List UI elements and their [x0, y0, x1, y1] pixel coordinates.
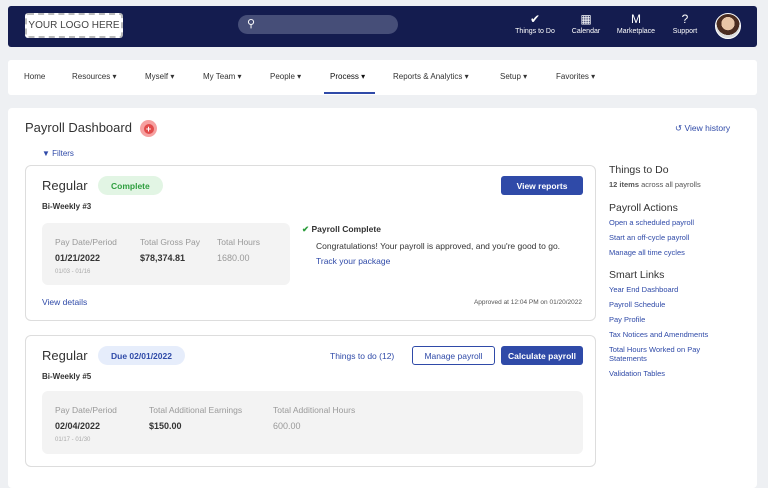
- payroll-card-complete: Regular Complete View reports Bi-Weekly …: [25, 165, 596, 321]
- field-value: $78,374.81: [140, 253, 186, 263]
- open-scheduled-payroll-link[interactable]: Open a scheduled payroll: [609, 218, 695, 227]
- smart-link[interactable]: Total Hours Worked on Pay Statements: [609, 345, 701, 363]
- filters-button[interactable]: ▼ Filters: [42, 149, 74, 158]
- status-text: Congratulations! Your payroll is approve…: [316, 241, 561, 251]
- field-value: $150.00: [149, 421, 182, 431]
- things-to-do-label: Things to Do: [515, 28, 555, 35]
- start-off-cycle-link[interactable]: Start an off-cycle payroll: [609, 233, 690, 242]
- avatar[interactable]: [715, 13, 741, 39]
- active-tab-indicator: [324, 92, 375, 94]
- approved-timestamp: Approved at 12:04 PM on 01/20/2022: [473, 299, 582, 306]
- marketplace-icon: M: [631, 12, 641, 26]
- nav-home[interactable]: Home: [24, 72, 46, 81]
- things-to-do-button[interactable]: ✔ Things to Do: [510, 12, 560, 35]
- field-label: Total Additional Earnings: [149, 405, 243, 415]
- field-value: 600.00: [273, 421, 301, 431]
- calendar-icon: ▦: [580, 12, 592, 26]
- field-label: Total Gross Pay: [140, 237, 200, 247]
- payroll-summary: Pay Date/Period 01/21/2022 01/03 - 01/16 T…: [42, 223, 290, 285]
- nav-myself[interactable]: Myself ▾: [145, 72, 175, 81]
- page-title: Payroll Dashboard: [25, 120, 132, 135]
- check-icon: ✔: [302, 224, 310, 234]
- view-details-link[interactable]: View details: [42, 297, 88, 307]
- nav-favorites[interactable]: Favorites ▾: [556, 72, 596, 81]
- card-title: Regular: [42, 178, 88, 193]
- view-history-link[interactable]: ↺ View history: [675, 123, 730, 134]
- nav-process[interactable]: Process ▾: [330, 72, 366, 81]
- calendar-label: Calendar: [571, 28, 601, 35]
- things-to-do-heading: Things to Do: [609, 164, 669, 176]
- status-badge: Complete: [98, 176, 163, 195]
- view-reports-button[interactable]: View reports: [501, 176, 583, 195]
- field-label: Pay Date/Period: [55, 237, 117, 247]
- sidebar: Things to Do 12 items across all payroll…: [609, 164, 739, 384]
- field-subvalue: 01/03 - 01/16: [55, 269, 91, 275]
- things-count: 12 items: [609, 180, 640, 189]
- field-value: 02/04/2022: [55, 421, 101, 431]
- marketplace-label: Marketplace: [616, 28, 656, 35]
- payroll-summary: Pay Date/Period 02/04/2022 01/17 - 01/30 T…: [42, 391, 583, 454]
- filters-label: Filters: [52, 149, 74, 158]
- nav-resources[interactable]: Resources ▾: [72, 72, 117, 81]
- smart-links-heading: Smart Links: [609, 269, 665, 281]
- field-value: 01/21/2022: [55, 253, 101, 263]
- support-label: Support: [672, 28, 698, 35]
- calendar-button[interactable]: ▦ Calendar: [561, 12, 611, 35]
- filter-icon: ▼: [42, 149, 50, 158]
- nav-setup[interactable]: Setup ▾: [500, 72, 528, 81]
- smart-link[interactable]: Pay Profile: [609, 315, 646, 324]
- payroll-status: ✔ Payroll Complete Congratulations! Your…: [302, 224, 560, 266]
- smart-link[interactable]: Payroll Schedule: [609, 300, 666, 309]
- things-suffix: across all payrolls: [639, 180, 701, 189]
- payroll-actions-heading: Payroll Actions: [609, 202, 678, 214]
- manage-time-cycles-link[interactable]: Manage all time cycles: [609, 248, 685, 257]
- field-label: Total Additional Hours: [273, 405, 356, 415]
- smart-link[interactable]: Year End Dashboard: [609, 285, 679, 294]
- top-header: YOUR LOGO HERE ⚲ ✔ Things to Do ▦ Calendar…: [8, 6, 757, 47]
- add-button[interactable]: +: [140, 120, 157, 137]
- field-value: 1680.00: [217, 253, 250, 263]
- field-subvalue: 01/17 - 01/30: [55, 437, 91, 443]
- things-to-do-icon: ✔: [529, 12, 541, 26]
- search-icon: ⚲: [247, 18, 256, 30]
- view-history-label: View history: [684, 123, 731, 133]
- history-icon: ↺: [675, 123, 683, 133]
- status-title: Payroll Complete: [311, 224, 381, 234]
- marketplace-button[interactable]: M Marketplace: [611, 12, 661, 35]
- smart-link[interactable]: Validation Tables: [609, 369, 666, 378]
- main-nav: Home Resources ▾ Myself ▾ My Team ▾ Peop…: [8, 60, 757, 95]
- smart-link[interactable]: Tax Notices and Amendments: [609, 330, 709, 339]
- field-label: Pay Date/Period: [55, 405, 117, 415]
- things-to-do-link[interactable]: Things to do (12): [330, 351, 395, 361]
- manage-payroll-button[interactable]: Manage payroll: [412, 346, 495, 365]
- nav-people[interactable]: People ▾: [270, 72, 302, 81]
- plus-icon: +: [143, 123, 154, 134]
- search-input[interactable]: ⚲: [238, 15, 398, 34]
- card-subtitle: Bi-Weekly #5: [42, 372, 92, 381]
- nav-my-team[interactable]: My Team ▾: [203, 72, 242, 81]
- nav-reports-analytics[interactable]: Reports & Analytics ▾: [393, 72, 469, 81]
- calculate-payroll-button[interactable]: Calculate payroll: [501, 346, 583, 365]
- field-label: Total Hours: [217, 237, 260, 247]
- track-package-link[interactable]: Track your package: [316, 256, 391, 266]
- support-button[interactable]: ? Support: [660, 12, 710, 35]
- support-icon: ?: [681, 12, 689, 26]
- card-subtitle: Bi-Weekly #3: [42, 202, 92, 211]
- due-badge: Due 02/01/2022: [98, 346, 185, 365]
- payroll-card-due: Regular Due 02/01/2022 Things to do (12)…: [25, 335, 596, 467]
- card-title: Regular: [42, 348, 88, 363]
- logo[interactable]: YOUR LOGO HERE: [25, 13, 123, 38]
